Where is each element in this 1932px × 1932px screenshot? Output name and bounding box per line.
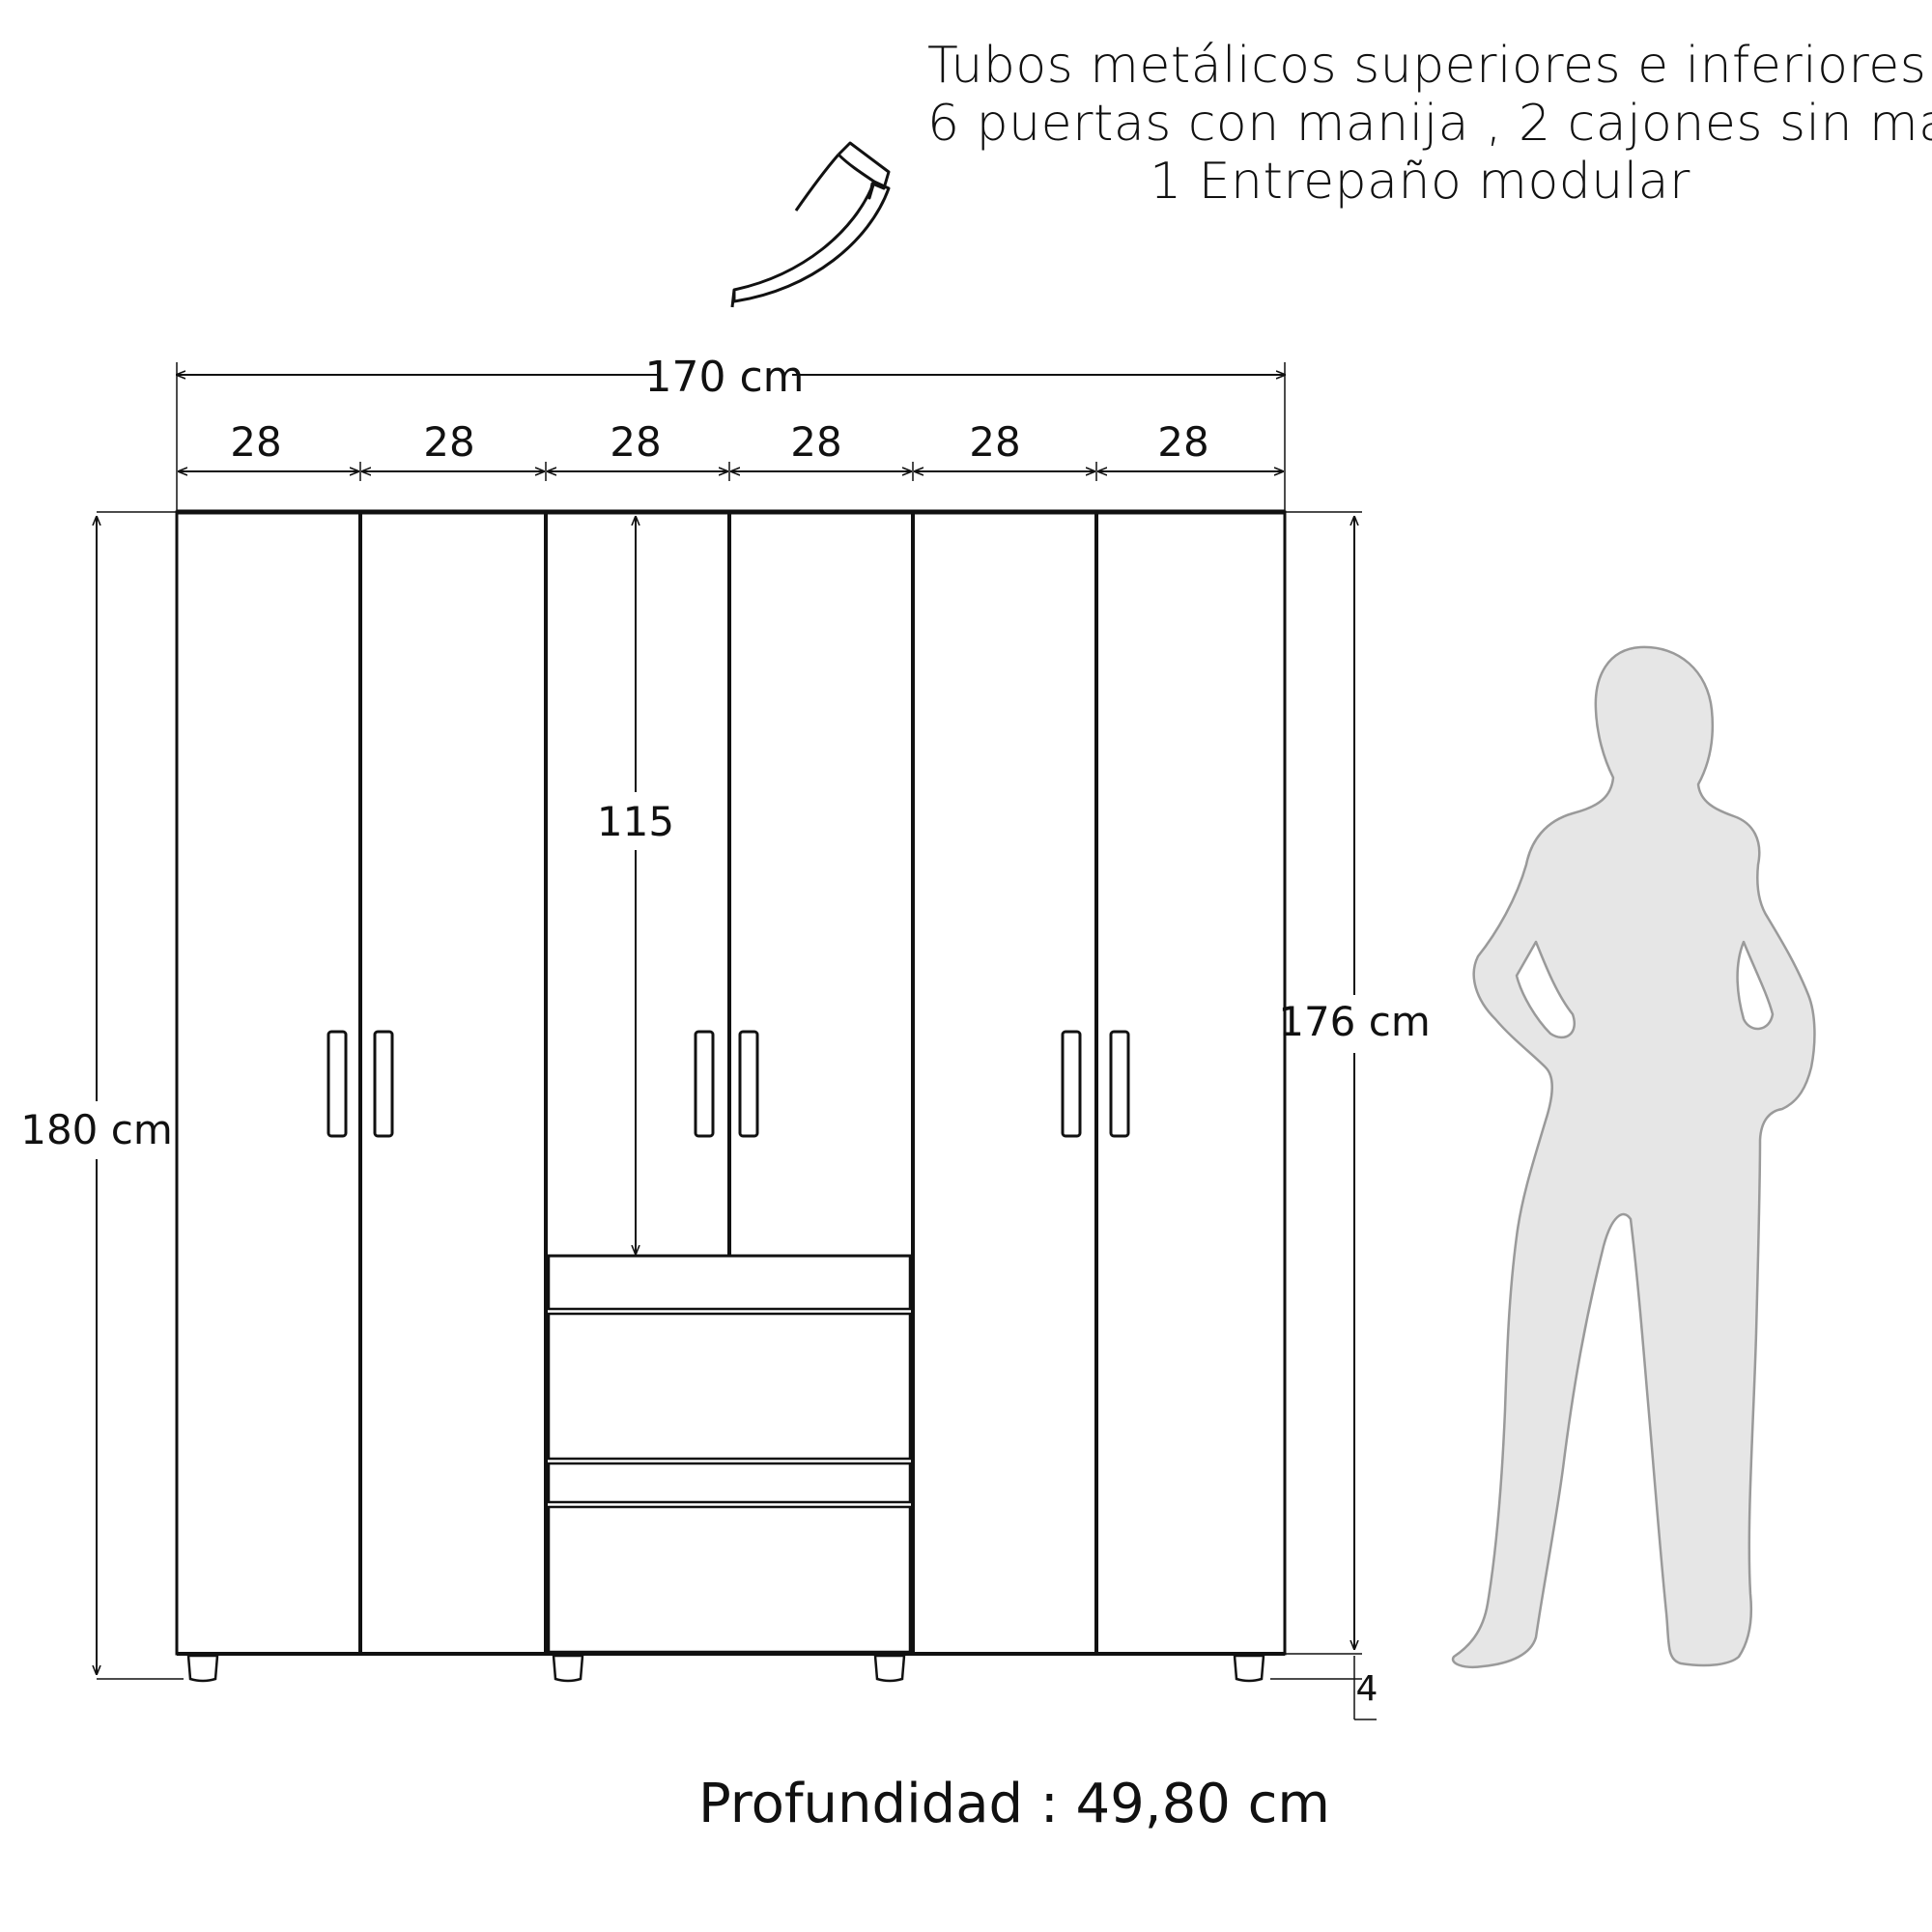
body-height-dimension: 176 cm	[1278, 511, 1431, 1655]
leg-2	[552, 1654, 584, 1683]
drawer-1-front	[547, 1254, 912, 1311]
note-line-2: 6 puertas con manija , 2 cajones sin man…	[927, 95, 1932, 153]
door-width-label-1: 28	[230, 418, 281, 466]
note-line-3: 1 Entrepaño modular	[1150, 153, 1690, 211]
drawer-1	[547, 1312, 912, 1461]
description-note: Tubos metálicos superiores e inferiores,…	[927, 37, 1932, 211]
leg-4	[1233, 1654, 1265, 1683]
note-line-1: Tubos metálicos superiores e inferiores,	[927, 37, 1932, 95]
door-width-label-5: 28	[969, 418, 1020, 466]
depth-label: Profundidad : 49,80 cm	[698, 1773, 1330, 1835]
person-silhouette-icon	[1451, 645, 1816, 1668]
total-height-label: 180 cm	[20, 1106, 173, 1153]
total-width-dimension: 170 cm	[177, 348, 1285, 512]
leg-1	[186, 1654, 219, 1683]
door-width-label-6: 28	[1157, 418, 1208, 466]
drawer-2	[547, 1505, 912, 1654]
door-handle-5	[1061, 1030, 1082, 1138]
door-handle-2	[373, 1030, 394, 1138]
curved-arrow-icon	[730, 141, 891, 308]
body-height-label: 176 cm	[1278, 998, 1431, 1045]
wardrobe	[175, 509, 1287, 1683]
door-width-label-4: 28	[790, 418, 841, 466]
door-width-dimensions: 28 28 28 28 28 28	[179, 418, 1283, 481]
leg-height-label: 4	[1356, 1669, 1378, 1709]
leg-3	[873, 1654, 906, 1683]
door-width-label-3: 28	[610, 418, 661, 466]
door-handle-6	[1109, 1030, 1130, 1138]
drawer-2-front	[547, 1462, 912, 1504]
total-width-label: 170 cm	[644, 353, 804, 402]
door-height-label: 115	[597, 798, 674, 845]
leg-height-dimension: 4	[1270, 1656, 1378, 1720]
door-handle-3	[694, 1030, 715, 1138]
door-handle-1	[327, 1030, 348, 1138]
door-width-label-2: 28	[423, 418, 474, 466]
total-height-dimension: 180 cm	[20, 511, 184, 1680]
door-handle-4	[738, 1030, 759, 1138]
door-height-dimension: 115	[594, 517, 677, 1254]
